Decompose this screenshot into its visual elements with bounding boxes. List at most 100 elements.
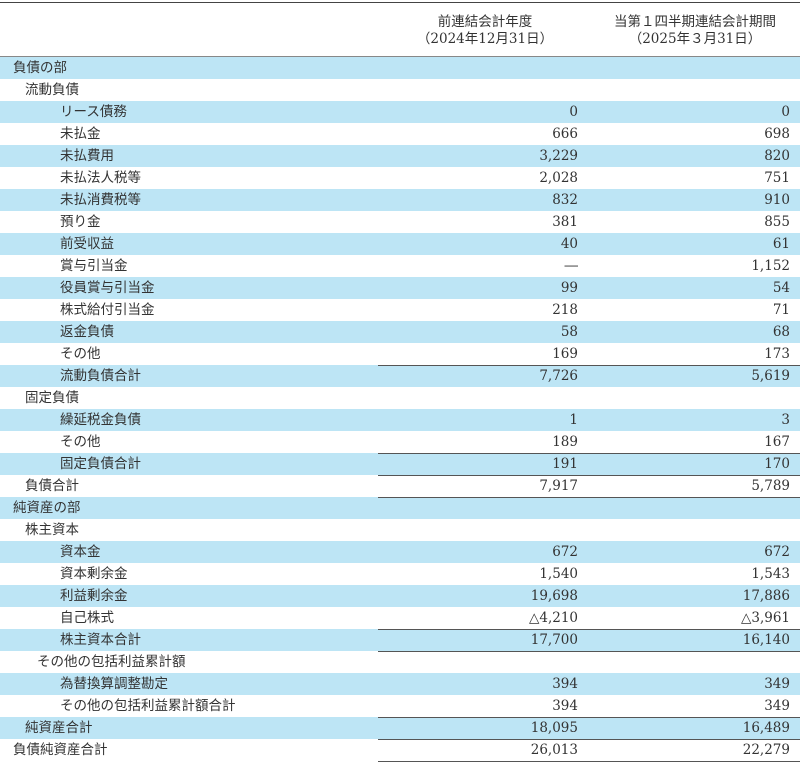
prior-year-value: 191 xyxy=(552,456,578,472)
table-row: 為替換算調整勘定 394 349 xyxy=(0,673,800,695)
row-label: 未払費用 xyxy=(60,148,114,164)
row-label: 自己株式 xyxy=(60,610,114,626)
table-row: 流動負債合計 7,726 5,619 xyxy=(0,365,800,387)
row-label: 資本剰余金 xyxy=(60,566,128,582)
table-row: 利益剰余金 19,698 17,886 xyxy=(0,585,800,607)
row-label: 預り金 xyxy=(60,214,101,230)
row-label: 未払法人税等 xyxy=(60,170,141,186)
table-row: 資本剰余金 1,540 1,543 xyxy=(0,563,800,585)
table-row: 未払法人税等 2,028 751 xyxy=(0,167,800,189)
row-label: 固定負債 xyxy=(25,390,79,406)
table-row: 未払消費税等 832 910 xyxy=(0,189,800,211)
table-row: その他の包括利益累計額合計 394 349 xyxy=(0,695,800,717)
table-row: 株式給付引当金 218 71 xyxy=(0,299,800,321)
prior-year-value: 672 xyxy=(552,544,578,560)
column-header-date: （2025年３月31日） xyxy=(628,31,762,47)
current-quarter-value: 855 xyxy=(764,214,790,230)
current-quarter-value: 16,140 xyxy=(742,632,790,648)
row-label: 流動負債 xyxy=(25,82,79,98)
column-header-title: 当第１四半期連結会計期間 xyxy=(614,14,776,30)
total-rule xyxy=(378,453,590,476)
total-rule xyxy=(590,475,800,498)
prior-year-value: 26,013 xyxy=(530,742,578,758)
row-label: 株主資本 xyxy=(25,522,79,538)
current-quarter-value: 173 xyxy=(764,346,790,362)
prior-year-value: 394 xyxy=(552,676,578,692)
row-label: 負債の部 xyxy=(13,60,67,76)
prior-year-value: △4,210 xyxy=(528,610,578,626)
top-rule xyxy=(0,2,800,3)
table-row: 純資産の部 xyxy=(0,497,800,519)
current-quarter-value: 820 xyxy=(764,148,790,164)
total-rule xyxy=(378,651,590,674)
total-rule xyxy=(590,717,800,740)
prior-year-value: 1 xyxy=(569,412,578,428)
prior-year-value: ― xyxy=(564,258,579,274)
current-quarter-value: 68 xyxy=(772,324,790,340)
table-row: 未払金 666 698 xyxy=(0,123,800,145)
table-row: 純資産合計 18,095 16,489 xyxy=(0,717,800,739)
table-row: 株主資本 xyxy=(0,519,800,541)
row-label: 利益剰余金 xyxy=(60,588,128,604)
current-quarter-value: 5,789 xyxy=(751,478,790,494)
prior-year-value: 189 xyxy=(552,434,578,450)
row-label: その他の包括利益累計額 xyxy=(37,654,186,670)
current-quarter-value: 17,886 xyxy=(742,588,790,604)
row-label: 純資産合計 xyxy=(25,720,93,736)
current-quarter-value: 0 xyxy=(781,104,790,120)
row-label: 未払金 xyxy=(60,126,101,142)
row-label: 繰延税金負債 xyxy=(60,412,141,428)
prior-year-value: 0 xyxy=(569,104,578,120)
table-row: 前受収益 40 61 xyxy=(0,233,800,255)
prior-year-value: 99 xyxy=(560,280,578,296)
total-rule xyxy=(590,365,800,388)
current-quarter-value: 751 xyxy=(764,170,790,186)
prior-year-value: 7,726 xyxy=(539,368,578,384)
table-row: その他 189 167 xyxy=(0,431,800,453)
current-quarter-value: 170 xyxy=(764,456,790,472)
row-label: 返金負債 xyxy=(60,324,114,340)
table-row: 自己株式 △4,210 △3,961 xyxy=(0,607,800,629)
current-quarter-value: 698 xyxy=(764,126,790,142)
row-label: 資本金 xyxy=(60,544,101,560)
total-rule xyxy=(590,629,800,652)
current-quarter-value: 71 xyxy=(772,302,790,318)
current-quarter-value: 54 xyxy=(772,280,790,296)
current-quarter-value: 349 xyxy=(764,676,790,692)
table-row: 預り金 381 855 xyxy=(0,211,800,233)
prior-year-value: 218 xyxy=(552,302,578,318)
table-row: 返金負債 58 68 xyxy=(0,321,800,343)
table-row: その他の包括利益累計額 xyxy=(0,651,800,673)
table-row: 固定負債合計 191 170 xyxy=(0,453,800,475)
total-rule xyxy=(378,475,590,498)
current-quarter-value: 672 xyxy=(764,544,790,560)
current-quarter-value: 22,279 xyxy=(742,742,790,758)
current-quarter-value: 61 xyxy=(772,236,790,252)
prior-year-value: 7,917 xyxy=(539,478,578,494)
row-label: リース債務 xyxy=(60,104,127,120)
prior-year-value: 169 xyxy=(552,346,578,362)
table-row: 流動負債 xyxy=(0,79,800,101)
prior-year-value: 2,028 xyxy=(539,170,578,186)
column-header-title: 前連結会計年度 xyxy=(437,14,533,30)
row-label: 固定負債合計 xyxy=(60,456,141,472)
row-label: 負債合計 xyxy=(25,478,79,494)
table-row: リース債務 0 0 xyxy=(0,101,800,123)
row-label: 賞与引当金 xyxy=(60,258,128,274)
table-row: 負債の部 xyxy=(0,57,800,79)
row-label: その他 xyxy=(60,434,101,450)
prior-year-value: 666 xyxy=(552,126,578,142)
prior-year-value: 3,229 xyxy=(539,148,578,164)
current-quarter-value: 167 xyxy=(764,434,790,450)
prior-year-value: 17,700 xyxy=(530,632,578,648)
total-rule xyxy=(378,629,590,652)
column-header-prior-year: 前連結会計年度 （2024年12月31日） xyxy=(380,14,590,48)
table-row: 未払費用 3,229 820 xyxy=(0,145,800,167)
row-label: 株式給付引当金 xyxy=(60,302,155,318)
total-rule xyxy=(378,739,590,762)
row-label: その他 xyxy=(60,346,101,362)
row-label: 流動負債合計 xyxy=(60,368,141,384)
bottom-rule xyxy=(378,761,800,762)
prior-year-value: 58 xyxy=(560,324,578,340)
row-label: その他の包括利益累計額合計 xyxy=(60,698,236,714)
